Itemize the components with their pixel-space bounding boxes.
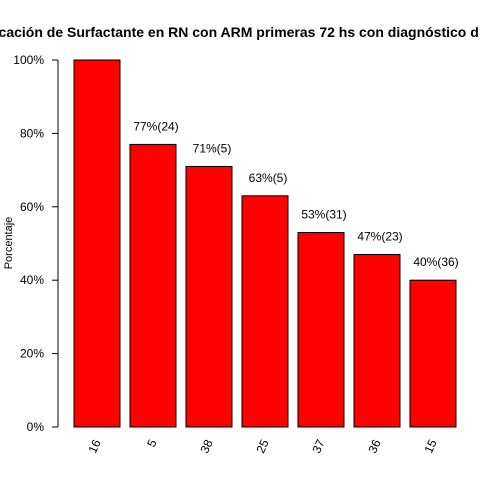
x-axis: 16 5 38 25 37 36 15 xyxy=(85,437,439,455)
y-tick-label-20: 20% xyxy=(20,347,44,361)
data-label-38: 71%(5) xyxy=(193,141,232,155)
y-tick-label-0: 0% xyxy=(27,420,45,434)
bar-38 xyxy=(185,165,233,428)
bar-37 xyxy=(297,231,345,428)
data-label-15: 40%(36) xyxy=(413,255,458,269)
x-tick-label-16: 16 xyxy=(85,437,103,455)
chart-title-text: ocación de Surfactante en RN con ARM pri… xyxy=(0,24,479,40)
y-tick-label-80: 80% xyxy=(20,126,44,140)
x-tick-label-5: 5 xyxy=(144,437,160,449)
bar-36 xyxy=(353,254,401,428)
y-tick-label-40: 40% xyxy=(20,273,44,287)
x-tick-label-25: 25 xyxy=(253,437,271,455)
bar-5 xyxy=(129,143,177,428)
y-axis: 0% 20% 40% 60% 80% 100% xyxy=(13,53,59,434)
data-labels-group: 77%(24) 71%(5) 63%(5) 53%(31) 47%(23) 40%(36) xyxy=(133,119,458,269)
data-label-36: 47%(23) xyxy=(357,230,402,244)
y-tick-label-60: 60% xyxy=(20,200,44,214)
x-tick-label-38: 38 xyxy=(197,437,215,455)
bar-16 xyxy=(73,59,121,428)
bar-15 xyxy=(409,279,457,428)
bar-25 xyxy=(241,195,289,428)
data-label-37: 53%(31) xyxy=(301,207,346,221)
y-axis-label: Porcentaje xyxy=(3,217,15,270)
data-label-5: 77%(24) xyxy=(133,119,178,133)
y-tick-label-100: 100% xyxy=(13,53,44,67)
x-tick-label-36: 36 xyxy=(365,437,383,455)
x-tick-label-15: 15 xyxy=(421,437,439,455)
x-tick-label-37: 37 xyxy=(309,437,327,455)
data-label-25: 63%(5) xyxy=(249,171,288,185)
bars-group xyxy=(73,59,457,428)
